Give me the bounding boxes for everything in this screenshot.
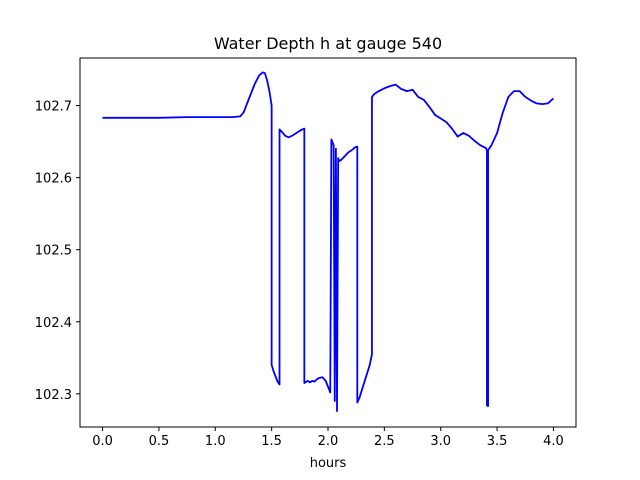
x-tick-label: 4.0 [543,434,564,449]
x-tick-label: 2.5 [374,434,395,449]
y-tick-label: 102.5 [35,244,72,259]
y-tick-label: 102.3 [35,388,72,403]
x-tick-label: 1.0 [205,434,226,449]
x-tick-label: 0.5 [149,434,170,449]
x-tick-label: 3.0 [430,434,451,449]
x-tick-label: 2.0 [318,434,339,449]
x-tick-label: 3.5 [487,434,508,449]
axes-frame [79,57,577,428]
x-tick-label: 0.0 [92,434,113,449]
y-axis-ticks: 102.3 102.4 102.5 102.6 102.7 [35,100,80,403]
y-tick-label: 102.4 [35,316,72,331]
plot-area [102,71,555,413]
x-axis-label: hours [310,456,347,471]
chart-title: Water Depth h at gauge 540 [214,34,442,53]
x-tick-label: 1.5 [261,434,282,449]
y-tick-label: 102.7 [35,100,72,115]
x-axis-ticks: 0.0 0.5 1.0 1.5 2.0 2.5 3.0 3.5 4.0 [92,427,564,449]
y-tick-label: 102.6 [35,172,72,187]
series-line-0 [102,71,555,413]
